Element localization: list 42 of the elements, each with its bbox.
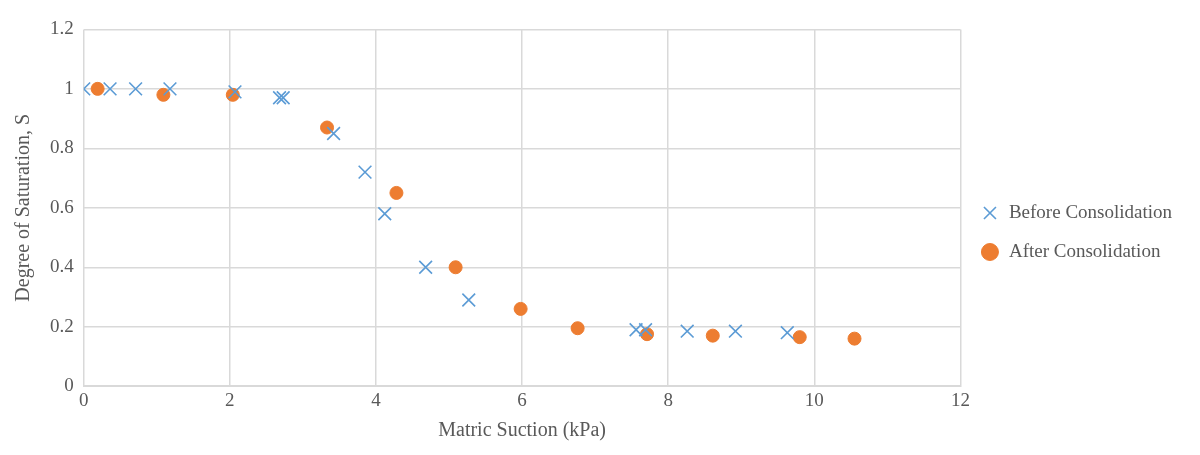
point xyxy=(513,301,528,316)
point xyxy=(389,185,404,200)
point xyxy=(680,324,695,339)
x-tick-label: 10 xyxy=(804,388,824,410)
point xyxy=(357,164,373,180)
y-tick-label: 0 xyxy=(64,374,74,396)
legend-label: After Consolidation xyxy=(1008,239,1161,261)
y-tick-label: 0.6 xyxy=(50,195,74,217)
point xyxy=(90,81,105,96)
point xyxy=(570,321,585,336)
x-tick-label: 8 xyxy=(663,388,673,410)
point xyxy=(728,324,743,339)
point xyxy=(638,322,653,337)
point xyxy=(780,325,795,340)
y-tick-label: 1 xyxy=(64,76,74,98)
x-axis-title: Matric Suction (kPa) xyxy=(438,418,606,442)
y-tick-label: 0.2 xyxy=(50,314,74,336)
point xyxy=(461,292,476,308)
point xyxy=(705,328,720,343)
y-tick-label: 0.4 xyxy=(50,255,75,277)
point xyxy=(162,81,178,97)
point xyxy=(792,330,807,345)
point xyxy=(326,126,341,141)
point xyxy=(377,206,392,221)
point xyxy=(102,81,118,97)
point xyxy=(272,90,287,105)
point xyxy=(418,260,433,275)
x-tick-label: 4 xyxy=(371,388,382,410)
y-tick-label: 1.2 xyxy=(50,17,74,39)
point xyxy=(156,87,171,102)
x-tick-label: 6 xyxy=(517,388,527,410)
y-axis-title: Degree of Saturation, S xyxy=(11,113,35,302)
x-tick-label: 12 xyxy=(950,388,970,410)
point xyxy=(448,260,463,275)
x-tick-label: 2 xyxy=(225,388,235,410)
x-tick-label: 0 xyxy=(79,388,89,410)
point xyxy=(128,81,143,97)
legend-label: Before Consolidation xyxy=(1008,200,1173,222)
point xyxy=(276,90,291,105)
y-tick-label: 0.8 xyxy=(50,136,74,158)
point xyxy=(628,322,644,337)
point xyxy=(847,331,862,346)
